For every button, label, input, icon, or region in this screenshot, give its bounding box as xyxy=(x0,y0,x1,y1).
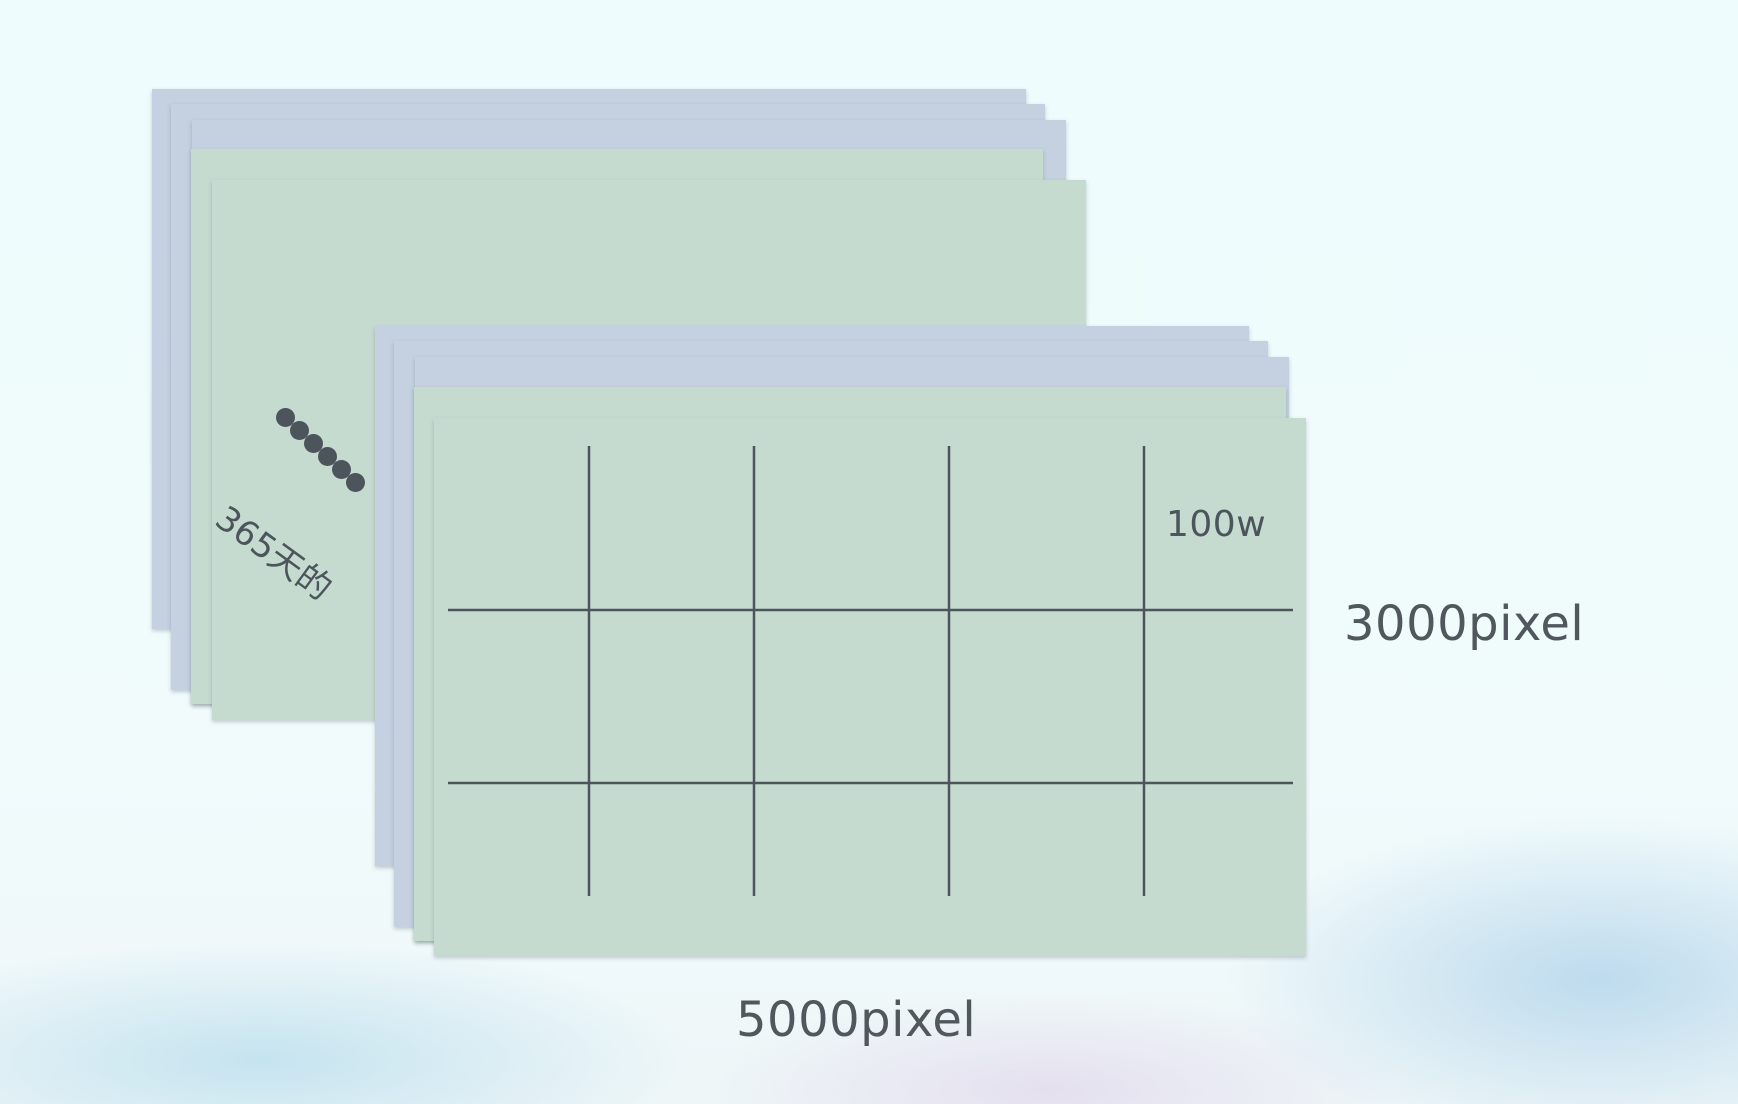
height-label: 3000pixel xyxy=(1344,596,1585,652)
dot xyxy=(346,473,365,492)
dot-row xyxy=(276,408,376,498)
dot xyxy=(276,408,295,427)
dot xyxy=(290,421,309,440)
dot xyxy=(332,460,351,479)
cell-label: 100w xyxy=(1166,504,1267,545)
dot xyxy=(318,447,337,466)
grid xyxy=(448,446,1293,896)
width-label: 5000pixel xyxy=(736,992,977,1048)
front-sheet-main xyxy=(434,418,1306,956)
dot xyxy=(304,434,323,453)
